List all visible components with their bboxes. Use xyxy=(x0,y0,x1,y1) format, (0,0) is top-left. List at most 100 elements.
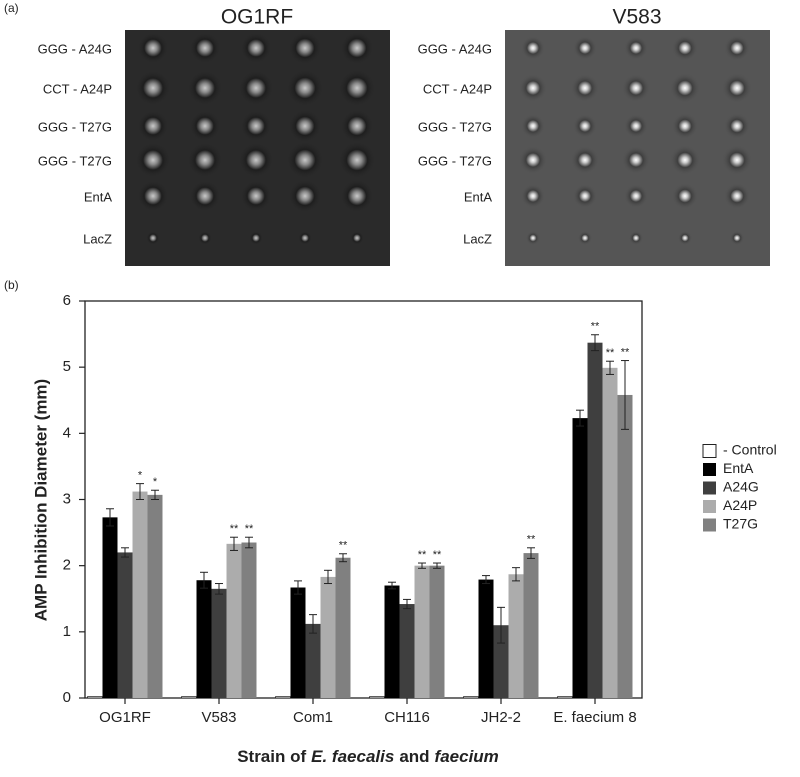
colony-spot xyxy=(629,231,643,245)
colony-spot xyxy=(573,184,597,208)
bar xyxy=(102,517,118,698)
colony-spot xyxy=(286,69,324,107)
colony-spot xyxy=(135,70,171,106)
error-bar xyxy=(433,562,441,569)
y-tick-label: 5 xyxy=(63,358,71,375)
colony-spot xyxy=(238,70,274,106)
colony-spot xyxy=(340,31,374,65)
error-bar xyxy=(591,334,599,352)
colony-spot xyxy=(624,36,648,60)
bar xyxy=(523,553,539,698)
row-label: GGG - T27G xyxy=(418,153,492,168)
bar xyxy=(335,557,351,698)
colony-spot xyxy=(187,70,223,106)
bar xyxy=(275,696,291,699)
significance-mark: ** xyxy=(230,523,239,535)
colony-spot xyxy=(189,32,221,64)
colony-spot xyxy=(137,32,169,64)
colony-spot xyxy=(240,110,272,142)
colony-spot xyxy=(724,35,750,61)
bar xyxy=(87,696,103,699)
bar xyxy=(508,574,524,698)
bar xyxy=(557,696,573,699)
colony-spot xyxy=(137,180,169,212)
colony-spot xyxy=(573,114,597,138)
significance-mark: ** xyxy=(433,549,442,561)
bar xyxy=(320,576,336,698)
row-label: EntA xyxy=(84,189,113,204)
colony-spot xyxy=(678,231,692,245)
x-tick-label: CH116 xyxy=(384,709,430,726)
error-bar xyxy=(497,606,505,644)
row-label: GGG - A24G xyxy=(38,41,112,56)
error-bar xyxy=(418,562,426,569)
bar xyxy=(132,491,148,698)
row-label: CCT - A24P xyxy=(43,81,112,96)
colony-spot xyxy=(578,231,592,245)
colony-spot xyxy=(624,184,648,208)
significance-mark: ** xyxy=(339,540,348,552)
colony-spot xyxy=(238,142,274,178)
colony-spot xyxy=(249,231,263,245)
row-label: GGG - T27G xyxy=(418,119,492,134)
error-bar xyxy=(527,547,535,559)
colony-spot xyxy=(730,231,744,245)
significance-mark: ** xyxy=(418,549,427,561)
x-axis-title-part: E. faecalis xyxy=(311,747,394,766)
colony-spot xyxy=(288,109,322,143)
legend-swatch xyxy=(703,500,716,513)
colony-spot xyxy=(670,145,700,175)
legend-swatch xyxy=(703,463,716,476)
colony-spot xyxy=(521,114,545,138)
bar xyxy=(478,579,494,698)
x-axis-title: Strain of E. faecalis and faecium xyxy=(237,747,499,766)
bar xyxy=(290,587,306,698)
error-bar xyxy=(339,553,347,563)
row-label: GGG - A24G xyxy=(418,41,492,56)
colony-spot xyxy=(189,110,221,142)
legend-label: A24P xyxy=(723,497,757,513)
bar xyxy=(384,585,400,698)
bar xyxy=(226,543,242,698)
colony-spot xyxy=(187,142,223,178)
error-bar xyxy=(606,360,614,375)
colony-spot xyxy=(288,179,322,213)
colony-spot xyxy=(672,183,698,209)
colony-spot xyxy=(573,36,597,60)
error-bar xyxy=(200,571,208,589)
colony-spot xyxy=(526,231,540,245)
colony-spot xyxy=(622,146,650,174)
colony-spot xyxy=(135,142,171,178)
colony-spot xyxy=(240,180,272,212)
bar xyxy=(369,696,385,699)
panel-label: (b) xyxy=(4,278,19,292)
row-label: LacZ xyxy=(463,231,492,246)
significance-mark: ** xyxy=(621,346,630,358)
significance-mark: * xyxy=(138,470,143,482)
bar xyxy=(241,542,257,698)
y-tick-label: 0 xyxy=(63,689,71,706)
row-label: LacZ xyxy=(83,231,112,246)
row-label: EntA xyxy=(464,189,493,204)
error-bar xyxy=(121,547,129,558)
error-bar xyxy=(403,598,411,610)
bar xyxy=(305,623,321,698)
row-label: GGG - T27G xyxy=(38,119,112,134)
y-tick-label: 4 xyxy=(63,424,71,441)
error-bar xyxy=(512,567,520,582)
colony-spot xyxy=(622,74,650,102)
colony-spot xyxy=(189,180,221,212)
colony-spot xyxy=(672,113,698,139)
significance-mark: * xyxy=(153,476,158,488)
colony-spot xyxy=(670,73,700,103)
bar xyxy=(196,580,212,698)
bar xyxy=(117,552,133,698)
y-tick-label: 3 xyxy=(63,490,71,507)
bar xyxy=(147,494,163,698)
colony-spot xyxy=(724,113,750,139)
x-tick-label: OG1RF xyxy=(99,709,151,726)
x-tick-label: Com1 xyxy=(293,709,333,726)
x-axis-title-part: Strain of xyxy=(237,747,306,766)
bar xyxy=(572,418,588,698)
error-bar xyxy=(482,575,490,585)
